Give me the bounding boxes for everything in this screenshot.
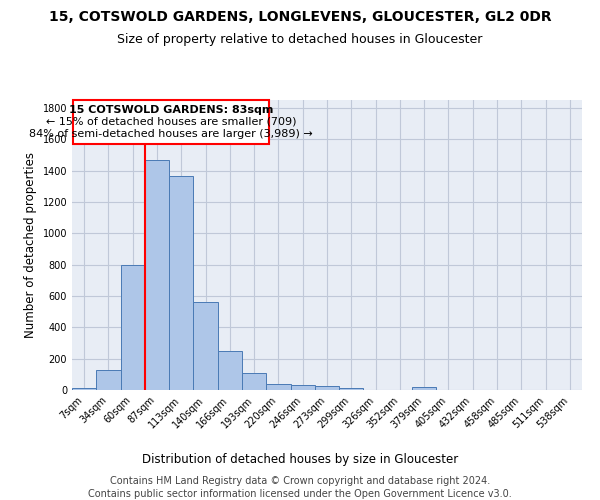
Bar — [193, 302, 218, 390]
Bar — [72, 388, 96, 390]
Text: 84% of semi-detached houses are larger (3,989) →: 84% of semi-detached houses are larger (… — [29, 129, 313, 139]
Bar — [96, 370, 121, 390]
Text: Contains public sector information licensed under the Open Government Licence v3: Contains public sector information licen… — [88, 489, 512, 499]
Bar — [121, 266, 145, 390]
Bar — [290, 386, 315, 390]
Bar — [266, 384, 290, 390]
Bar — [218, 351, 242, 390]
Y-axis label: Number of detached properties: Number of detached properties — [24, 152, 37, 338]
FancyBboxPatch shape — [73, 100, 269, 144]
Bar — [169, 176, 193, 390]
Text: Size of property relative to detached houses in Gloucester: Size of property relative to detached ho… — [118, 32, 482, 46]
Text: 15 COTSWOLD GARDENS: 83sqm: 15 COTSWOLD GARDENS: 83sqm — [69, 104, 273, 115]
Text: ← 15% of detached houses are smaller (709): ← 15% of detached houses are smaller (70… — [46, 117, 296, 127]
Bar — [145, 160, 169, 390]
Text: Contains HM Land Registry data © Crown copyright and database right 2024.: Contains HM Land Registry data © Crown c… — [110, 476, 490, 486]
Bar — [339, 388, 364, 390]
Bar — [412, 386, 436, 390]
Bar — [242, 373, 266, 390]
Bar — [315, 386, 339, 390]
Text: 15, COTSWOLD GARDENS, LONGLEVENS, GLOUCESTER, GL2 0DR: 15, COTSWOLD GARDENS, LONGLEVENS, GLOUCE… — [49, 10, 551, 24]
Text: Distribution of detached houses by size in Gloucester: Distribution of detached houses by size … — [142, 452, 458, 466]
